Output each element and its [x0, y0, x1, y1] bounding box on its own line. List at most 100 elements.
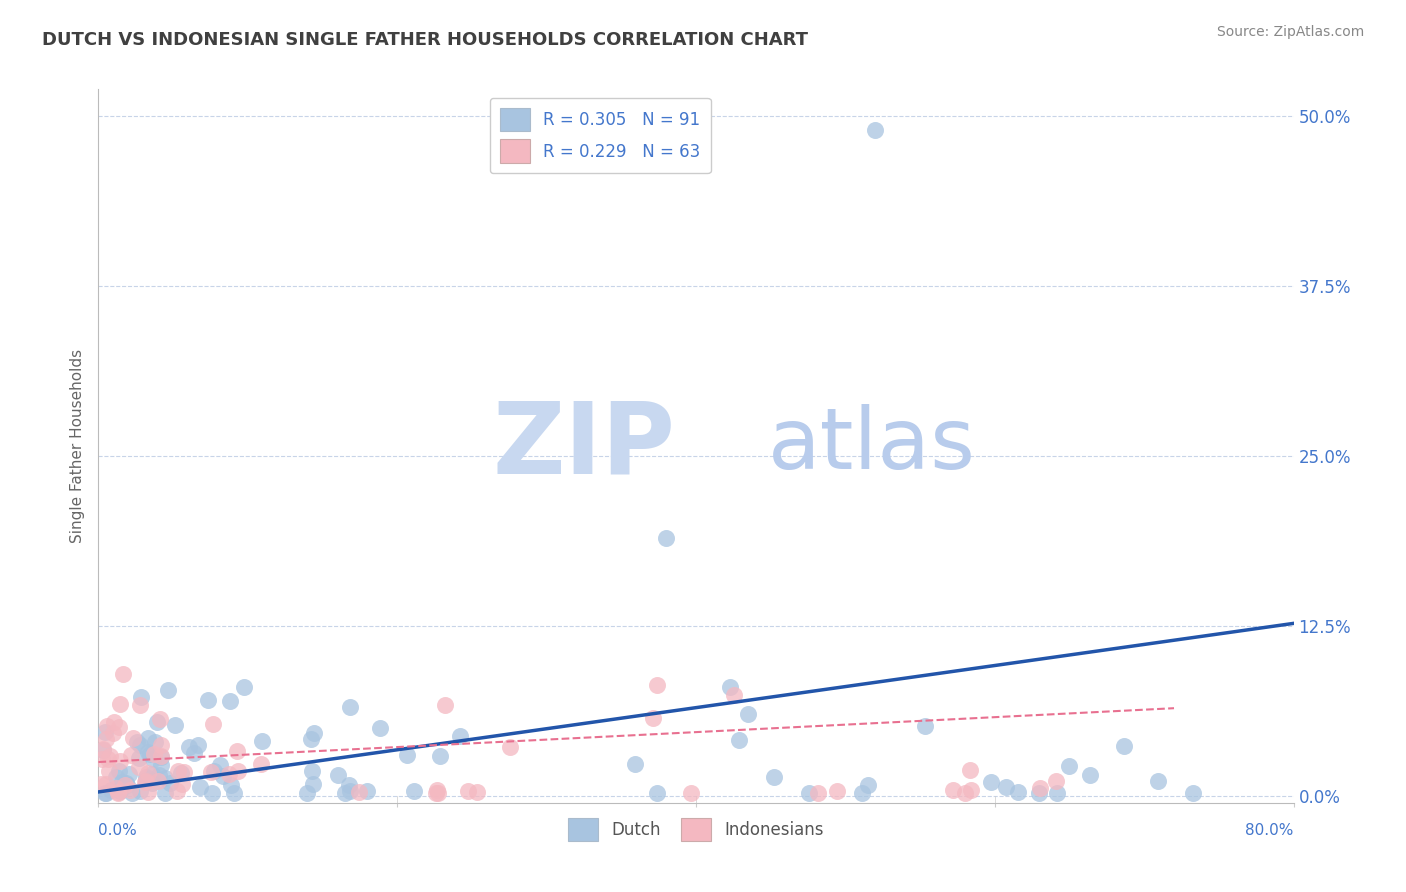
Point — [107, 786, 129, 800]
Point — [201, 786, 224, 800]
Point — [94, 786, 117, 800]
Point — [163, 718, 186, 732]
Text: Source: ZipAtlas.com: Source: ZipAtlas.com — [1216, 25, 1364, 39]
Point — [301, 764, 323, 778]
Text: DUTCH VS INDONESIAN SINGLE FATHER HOUSEHOLDS CORRELATION CHART: DUTCH VS INDONESIAN SINGLE FATHER HOUSEH… — [42, 31, 808, 49]
Point — [115, 776, 138, 790]
Point — [396, 748, 419, 763]
Text: 80.0%: 80.0% — [1246, 823, 1294, 838]
Point — [100, 782, 122, 797]
Point — [1046, 786, 1069, 800]
Point — [111, 774, 134, 789]
Point — [136, 731, 159, 745]
Point — [186, 739, 208, 753]
Point — [97, 752, 120, 766]
Point — [128, 759, 150, 773]
Point — [129, 738, 152, 752]
Point — [173, 764, 195, 779]
Point — [1112, 739, 1135, 753]
Point — [250, 757, 273, 772]
Point — [128, 698, 150, 712]
Point — [337, 778, 360, 792]
Point — [143, 747, 166, 761]
Point — [135, 771, 157, 785]
Point — [1045, 773, 1067, 788]
Point — [118, 767, 141, 781]
Point — [136, 745, 159, 759]
Point — [655, 531, 678, 545]
Point — [177, 740, 200, 755]
Point — [226, 764, 249, 778]
Point — [953, 786, 976, 800]
Point — [200, 764, 222, 779]
Point — [429, 748, 451, 763]
Point — [942, 783, 965, 797]
Point — [219, 778, 242, 792]
Point — [153, 786, 176, 800]
Point — [156, 683, 179, 698]
Point — [1028, 780, 1050, 795]
Point — [111, 666, 134, 681]
Point — [347, 785, 370, 799]
Point — [499, 740, 522, 755]
Point — [425, 786, 447, 800]
Point — [980, 775, 1002, 789]
Point — [114, 778, 136, 792]
Point — [128, 783, 150, 797]
Point — [356, 784, 378, 798]
Point — [166, 764, 188, 778]
Point — [139, 747, 162, 761]
Point — [128, 751, 150, 765]
Point — [299, 732, 322, 747]
Point — [149, 748, 172, 763]
Point — [449, 729, 471, 743]
Point — [105, 770, 128, 784]
Point — [148, 768, 170, 782]
Text: atlas: atlas — [768, 404, 976, 488]
Point — [149, 713, 172, 727]
Point — [302, 726, 325, 740]
Point — [339, 784, 361, 798]
Point — [149, 750, 172, 764]
Point — [1181, 786, 1204, 800]
Point — [1312, 204, 1334, 219]
Point — [97, 764, 120, 778]
Point — [108, 764, 131, 778]
Point — [108, 754, 131, 768]
Text: 0.0%: 0.0% — [98, 823, 138, 838]
Point — [153, 771, 176, 785]
Point — [434, 698, 457, 713]
Point — [98, 748, 121, 763]
Point — [93, 742, 115, 756]
Point — [467, 785, 489, 799]
Point — [94, 786, 117, 800]
Point — [138, 785, 160, 799]
Point — [302, 777, 325, 791]
Point — [851, 786, 873, 800]
Point — [763, 770, 786, 784]
Point — [1028, 786, 1050, 800]
Point — [141, 767, 163, 781]
Point — [1007, 784, 1029, 798]
Point — [121, 731, 143, 745]
Point — [427, 786, 450, 800]
Point — [149, 758, 172, 772]
Point — [101, 726, 124, 740]
Point — [404, 783, 426, 797]
Point — [202, 764, 225, 778]
Point — [295, 786, 318, 800]
Point — [208, 757, 231, 772]
Point — [797, 786, 820, 800]
Point — [1059, 758, 1081, 772]
Point — [218, 694, 240, 708]
Point — [108, 720, 131, 734]
Point — [647, 786, 669, 800]
Point — [108, 697, 131, 711]
Legend: Dutch, Indonesians: Dutch, Indonesians — [561, 811, 831, 848]
Point — [91, 743, 114, 757]
Point — [226, 744, 249, 758]
Point — [96, 719, 118, 733]
Point — [96, 777, 118, 791]
Point — [118, 782, 141, 797]
Point — [250, 734, 273, 748]
